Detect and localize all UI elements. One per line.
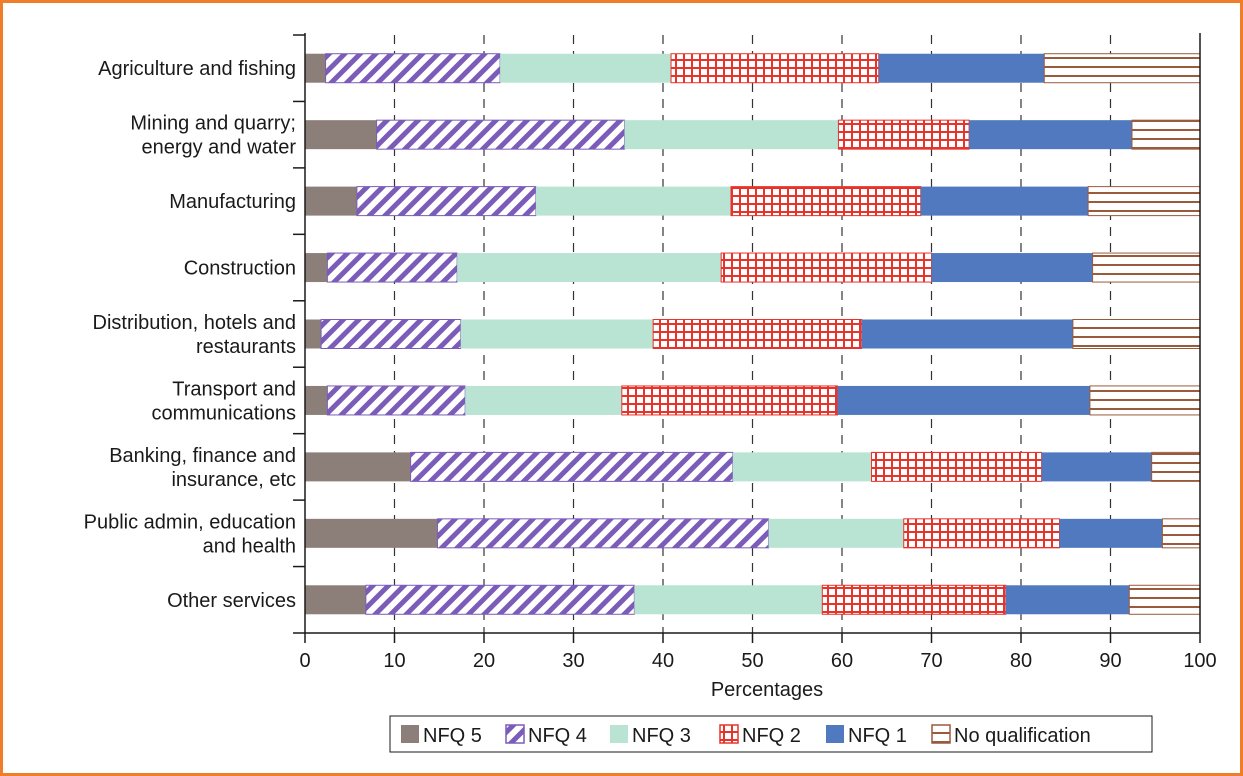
legend-swatch-3 (719, 724, 739, 744)
bar-5-series-2 (465, 385, 622, 415)
bar-3-series-0 (305, 253, 328, 283)
bar-8-series-4 (1005, 585, 1130, 615)
category-label-6-line-1: insurance, etc (171, 469, 296, 491)
x-axis-label: Percentages (711, 679, 823, 701)
x-tick-label-80: 80 (1010, 650, 1032, 672)
stacked-bar-chart: Agriculture and fishing Mining and quarry… (84, 33, 1217, 753)
bar-1-series-4 (969, 120, 1132, 150)
bar-5-series-0 (305, 385, 328, 415)
category-label-5-line-1: communications (151, 402, 296, 424)
bar-0-series-5 (1043, 53, 1201, 84)
legend-swatch-1 (505, 724, 525, 744)
bar-5-series-4 (837, 385, 1090, 415)
bar-2-series-5 (1087, 186, 1201, 217)
bar-6-series-3 (871, 451, 1043, 482)
bar-8-series-2 (634, 585, 823, 615)
bar-7-series-5 (1161, 518, 1201, 549)
category-label-3-line-0: Construction (184, 258, 296, 280)
x-tick-label-0: 0 (299, 650, 310, 672)
bar-8-series-1 (365, 584, 635, 615)
bar-1-series-0 (305, 120, 377, 150)
bar-4-series-1 (320, 319, 462, 349)
x-tick-label-100: 100 (1183, 650, 1216, 672)
bar-7-series-0 (305, 518, 438, 548)
legend-label-4: NFQ 1 (848, 725, 907, 747)
legend: NFQ 5 NFQ 4 NFQ 3 NFQ 2 NFQ 1 No qualificatio… (389, 715, 1153, 753)
bar-6-series-2 (732, 452, 872, 482)
category-label-7-line-0: Public admin, education (84, 511, 296, 533)
category-label-8-line-0: Other services (167, 590, 296, 612)
legend-label-0: NFQ 5 (423, 725, 482, 747)
legend-label-1: NFQ 4 (528, 725, 587, 747)
x-tick-labels: 0 10 20 30 40 50 60 70 80 90 100 (299, 650, 1216, 672)
category-label-0-line-0: Agriculture and fishing (98, 58, 296, 80)
x-tick-label-10: 10 (383, 650, 405, 672)
bar-2-series-1 (356, 186, 537, 217)
bar-3-series-4 (931, 253, 1093, 283)
category-label-5-line-0: Transport and (172, 378, 296, 400)
bar-0-series-1 (325, 53, 501, 84)
bar-6-series-4 (1041, 452, 1152, 482)
bar-2-series-0 (305, 186, 357, 216)
bar-0-series-0 (305, 53, 326, 83)
bar-6-series-5 (1151, 451, 1201, 482)
bar-4-series-2 (460, 319, 654, 349)
bar-1-series-3 (837, 119, 970, 150)
bar-3-series-5 (1092, 252, 1201, 283)
category-label-1-line-1: energy and water (141, 137, 296, 159)
legend-label-5: No qualification (954, 725, 1091, 747)
legend-swatch-4 (826, 725, 844, 743)
legend-swatch-2 (610, 725, 628, 743)
category-label-2-line-0: Manufacturing (169, 191, 296, 213)
bar-4-series-0 (305, 319, 322, 349)
bar-3-series-3 (720, 252, 932, 283)
bar-2-series-2 (535, 186, 732, 216)
category-label-4-line-0: Distribution, hotels and (93, 312, 296, 334)
axes (293, 33, 1201, 643)
x-tick-label-50: 50 (741, 650, 763, 672)
bar-8-series-5 (1128, 584, 1201, 615)
bar-7-series-4 (1059, 518, 1163, 548)
bar-7-series-2 (768, 518, 904, 548)
bar-8-series-0 (305, 585, 366, 615)
bar-7-series-3 (903, 518, 1060, 549)
legend-swatch-5 (931, 724, 951, 744)
bar-0-series-3 (670, 53, 880, 84)
bar-3-series-1 (326, 252, 458, 283)
bar-6-series-1 (410, 451, 734, 482)
bar-1-series-2 (624, 120, 839, 150)
bar-0-series-4 (878, 53, 1045, 83)
legend-label-3: NFQ 2 (742, 725, 801, 747)
category-label-6-line-0: Banking, finance and (109, 445, 296, 467)
legend-swatch-0 (401, 725, 419, 743)
x-tick-label-30: 30 (562, 650, 584, 672)
bar-3-series-2 (457, 253, 722, 283)
x-tick-label-60: 60 (831, 650, 853, 672)
bar-8-series-3 (821, 584, 1007, 615)
bar-4-series-3 (652, 319, 863, 349)
bar-5-series-3 (621, 385, 839, 416)
category-label-7-line-1: and health (203, 535, 296, 557)
x-tick-label-70: 70 (920, 650, 942, 672)
category-labels: Agriculture and fishing Mining and quarry… (84, 58, 297, 612)
bar-1-series-1 (376, 119, 626, 150)
category-label-4-line-1: restaurants (196, 336, 296, 358)
bars (305, 53, 1201, 615)
bar-4-series-4 (861, 319, 1073, 349)
bar-1-series-5 (1131, 119, 1201, 150)
bar-5-series-1 (326, 385, 466, 416)
bar-5-series-5 (1089, 385, 1201, 416)
bar-6-series-0 (305, 452, 411, 482)
category-label-1-line-0: Mining and quarry; (130, 113, 296, 135)
bar-0-series-2 (500, 53, 672, 83)
legend-label-2: NFQ 3 (632, 725, 691, 747)
bar-4-series-5 (1072, 319, 1201, 349)
bar-2-series-4 (920, 186, 1089, 216)
bar-7-series-1 (436, 518, 770, 549)
bar-2-series-3 (730, 186, 922, 217)
x-tick-label-20: 20 (473, 650, 495, 672)
x-tick-label-40: 40 (652, 650, 674, 672)
x-tick-label-90: 90 (1099, 650, 1121, 672)
